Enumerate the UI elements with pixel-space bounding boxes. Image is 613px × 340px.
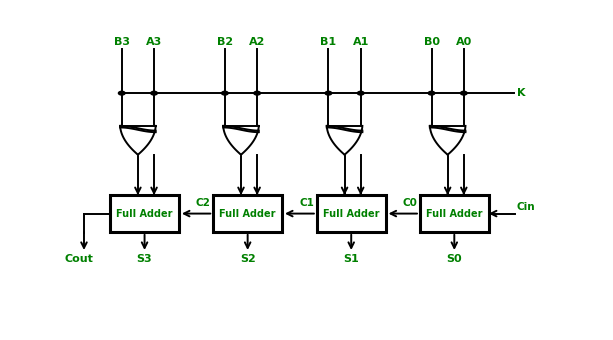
Circle shape <box>118 91 125 95</box>
Polygon shape <box>223 126 259 155</box>
Circle shape <box>221 91 228 95</box>
Text: Full Adder: Full Adder <box>116 208 173 219</box>
Text: A1: A1 <box>352 37 369 47</box>
Text: B1: B1 <box>321 37 337 47</box>
Circle shape <box>460 91 467 95</box>
Text: C2: C2 <box>196 198 211 208</box>
Text: Full Adder: Full Adder <box>219 208 276 219</box>
Text: B3: B3 <box>114 37 130 47</box>
Text: B2: B2 <box>217 37 233 47</box>
Circle shape <box>254 91 261 95</box>
Text: A3: A3 <box>146 37 162 47</box>
Text: Cout: Cout <box>65 254 94 264</box>
Text: S3: S3 <box>137 254 153 264</box>
Circle shape <box>428 91 435 95</box>
Bar <box>213 195 282 232</box>
Circle shape <box>151 91 158 95</box>
Text: Cin: Cin <box>516 202 535 212</box>
Text: B0: B0 <box>424 37 440 47</box>
Text: Full Adder: Full Adder <box>426 208 482 219</box>
Text: K: K <box>517 88 526 98</box>
Text: C0: C0 <box>403 198 417 208</box>
Text: C1: C1 <box>300 198 314 208</box>
Text: Full Adder: Full Adder <box>323 208 379 219</box>
Bar <box>420 195 489 232</box>
Circle shape <box>357 91 364 95</box>
Text: A0: A0 <box>455 37 472 47</box>
Polygon shape <box>120 126 156 155</box>
Polygon shape <box>430 126 465 155</box>
Circle shape <box>325 91 332 95</box>
Text: S1: S1 <box>343 254 359 264</box>
Bar <box>110 195 179 232</box>
Text: S2: S2 <box>240 254 256 264</box>
Bar <box>317 195 386 232</box>
Polygon shape <box>327 126 362 155</box>
Text: A2: A2 <box>249 37 265 47</box>
Text: S0: S0 <box>446 254 462 264</box>
